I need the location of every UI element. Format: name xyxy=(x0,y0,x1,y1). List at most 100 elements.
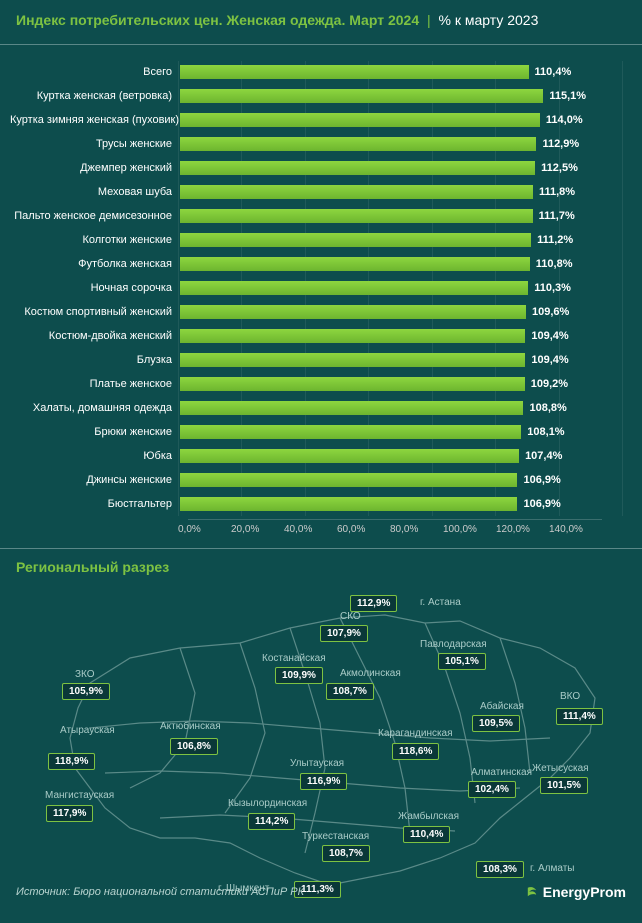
title-sub: % к марту 2023 xyxy=(439,12,539,28)
bar: 106,9% xyxy=(180,473,517,487)
region-label: Костанайская xyxy=(262,653,326,664)
region-badge: 101,5% xyxy=(540,777,588,794)
bar-label: Трусы женские xyxy=(10,138,180,150)
bar-value: 109,4% xyxy=(531,354,568,366)
bar: 111,2% xyxy=(180,233,531,247)
bar-track: 109,4% xyxy=(180,329,622,343)
region-badge: 117,9% xyxy=(46,805,93,822)
x-tick: 140,0% xyxy=(549,520,602,535)
bar-value: 112,9% xyxy=(542,138,579,150)
bar-track: 108,1% xyxy=(180,425,622,439)
region-badge: 114,2% xyxy=(248,813,295,830)
bar: 112,5% xyxy=(180,161,535,175)
region-badge: 105,1% xyxy=(438,653,486,670)
region-label: Жетысуская xyxy=(532,763,589,774)
bar-row: Всего110,4% xyxy=(10,61,622,83)
region-label: Туркестанская xyxy=(302,831,369,842)
city-label: г. Астана xyxy=(420,597,461,608)
bar-row: Костюм-двойка женский109,4% xyxy=(10,325,622,347)
region-label: ВКО xyxy=(560,691,580,702)
bar-track: 114,0% xyxy=(180,113,622,127)
bar-label: Бюстгальтер xyxy=(10,498,180,510)
region-label: ЗКО xyxy=(75,669,95,680)
bar-row: Костюм спортивный женский109,6% xyxy=(10,301,622,323)
bar-row: Халаты, домашняя одежда108,8% xyxy=(10,397,622,419)
region-badge: 109,9% xyxy=(275,667,323,684)
brand: EnergyProm xyxy=(525,884,626,900)
bar: 110,8% xyxy=(180,257,530,271)
bar: 110,3% xyxy=(180,281,528,295)
bar-value: 112,5% xyxy=(541,162,578,174)
region-label: Карагандинская xyxy=(378,728,453,739)
bar-value: 114,0% xyxy=(546,114,583,126)
region-badge: 118,9% xyxy=(48,753,95,770)
bar-label: Всего xyxy=(10,66,180,78)
bar-label: Колготки женские xyxy=(10,234,180,246)
bar: 107,4% xyxy=(180,449,519,463)
bar: 106,9% xyxy=(180,497,517,511)
bar-label: Джинсы женские xyxy=(10,474,180,486)
bar-track: 110,4% xyxy=(180,65,622,79)
bar-row: Пальто женское демисезонное111,7% xyxy=(10,205,622,227)
bar-label: Куртка зимняя женская (пуховик) xyxy=(10,114,180,126)
bar-chart: Всего110,4%Куртка женская (ветровка)115,… xyxy=(0,51,642,540)
bar: 108,8% xyxy=(180,401,523,415)
bar-row: Платье женское109,2% xyxy=(10,373,622,395)
region-label: СКО xyxy=(340,611,361,622)
bar-track: 112,5% xyxy=(180,161,622,175)
bar-track: 107,4% xyxy=(180,449,622,463)
bar: 110,4% xyxy=(180,65,529,79)
bar-value: 110,3% xyxy=(534,282,571,294)
bar: 111,8% xyxy=(180,185,533,199)
bar-value: 111,7% xyxy=(539,210,575,222)
bar-label: Халаты, домашняя одежда xyxy=(10,402,180,414)
x-axis: 0,0%20,0%40,0%60,0%80,0%100,0%120,0%140,… xyxy=(188,519,602,535)
bars-container: Всего110,4%Куртка женская (ветровка)115,… xyxy=(10,61,622,515)
bar-track: 112,9% xyxy=(180,137,622,151)
region-badge: 118,6% xyxy=(392,743,439,760)
title: Индекс потребительских цен. Женская одеж… xyxy=(16,12,626,28)
bar-value: 109,2% xyxy=(531,378,568,390)
region-label: Алматинская xyxy=(471,767,532,778)
bar-track: 106,9% xyxy=(180,497,622,511)
divider: | xyxy=(427,12,431,28)
bar-value: 110,8% xyxy=(536,258,573,270)
bar-label: Футболка женская xyxy=(10,258,180,270)
bar-label: Ночная сорочка xyxy=(10,282,180,294)
bar-label: Платье женское xyxy=(10,378,180,390)
bar: 109,6% xyxy=(180,305,526,319)
bar-label: Куртка женская (ветровка) xyxy=(10,90,180,102)
region-badge: 102,4% xyxy=(468,781,516,798)
bar-value: 108,1% xyxy=(527,426,564,438)
x-tick: 100,0% xyxy=(443,520,496,535)
bar-row: Трусы женские 112,9% xyxy=(10,133,622,155)
brand-text: EnergyProm xyxy=(543,884,626,900)
bar-value: 106,9% xyxy=(523,474,560,486)
bar-row: Куртка женская (ветровка)115,1% xyxy=(10,85,622,107)
region-label: Абайская xyxy=(480,701,524,712)
hr xyxy=(0,548,642,549)
bar-track: 110,3% xyxy=(180,281,622,295)
map-section-title: Региональный разрез xyxy=(0,555,642,583)
bar: 109,2% xyxy=(180,377,525,391)
x-tick: 20,0% xyxy=(231,520,284,535)
hr xyxy=(0,44,642,45)
region-badge: 110,4% xyxy=(403,826,450,843)
bar-track: 109,2% xyxy=(180,377,622,391)
region-badge: 116,9% xyxy=(300,773,347,790)
region-badge: 108,7% xyxy=(322,845,370,862)
bar-label: Джемпер женский xyxy=(10,162,180,174)
region-badge: 106,8% xyxy=(170,738,218,755)
x-tick: 120,0% xyxy=(496,520,549,535)
bar-value: 106,9% xyxy=(523,498,560,510)
bar-row: Куртка зимняя женская (пуховик)114,0% xyxy=(10,109,622,131)
bar-row: Бюстгальтер106,9% xyxy=(10,493,622,515)
bar-value: 107,4% xyxy=(525,450,562,462)
bar: 114,0% xyxy=(180,113,540,127)
bar: 109,4% xyxy=(180,353,525,367)
bar-row: Джинсы женские106,9% xyxy=(10,469,622,491)
region-badge: 112,9% xyxy=(350,595,397,612)
bar-row: Колготки женские111,2% xyxy=(10,229,622,251)
bar-label: Меховая шуба xyxy=(10,186,180,198)
bar: 108,1% xyxy=(180,425,521,439)
